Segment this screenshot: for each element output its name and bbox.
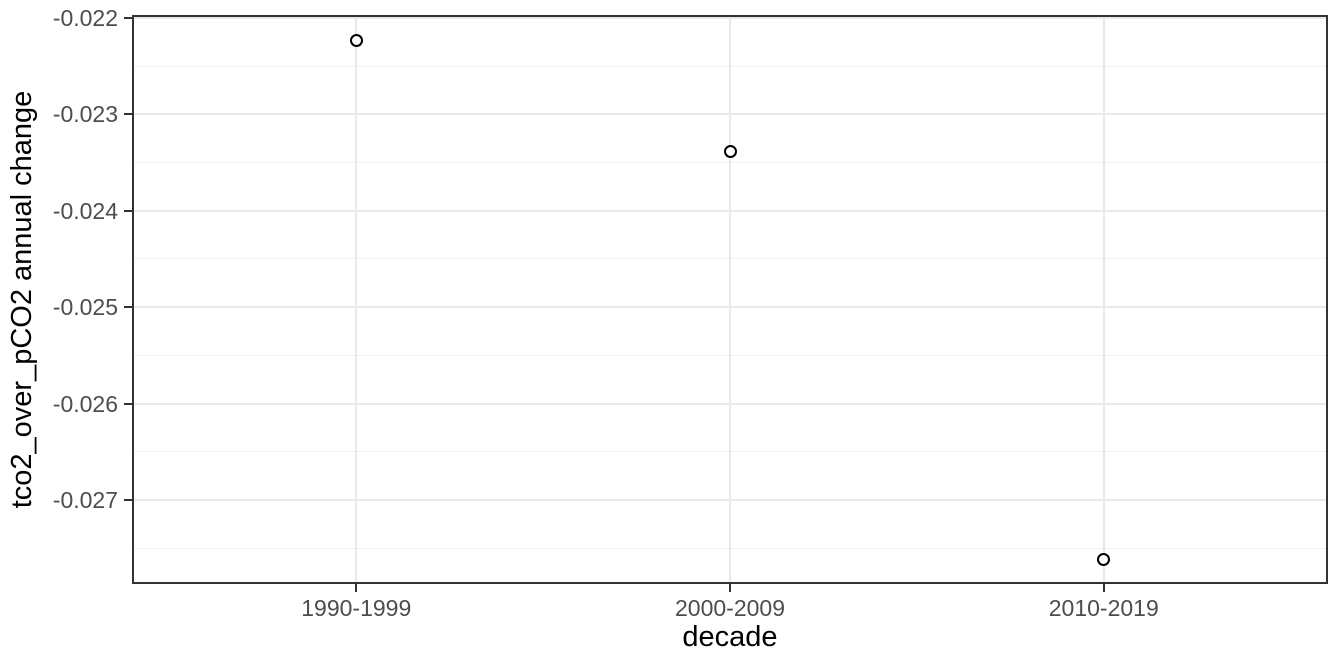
plot-panel	[132, 15, 1328, 584]
y-axis-tick	[124, 499, 132, 502]
gridline-major-vertical	[1102, 15, 1105, 584]
y-axis-tick	[124, 113, 132, 116]
x-axis-tick-label: 1990-1999	[301, 595, 412, 621]
data-point	[349, 33, 363, 47]
x-axis-tick-label: 2010-2019	[1048, 595, 1159, 621]
y-axis-tick	[124, 306, 132, 309]
y-axis-tick-label: -0.023	[52, 101, 118, 128]
y-axis-tick-label: -0.024	[52, 197, 118, 224]
y-axis-tick	[124, 402, 132, 405]
gridline-major-vertical	[355, 15, 358, 584]
y-axis-tick-label: -0.025	[52, 294, 118, 321]
x-axis-title: decade	[682, 621, 778, 653]
x-axis-tick	[729, 584, 731, 592]
x-axis-tick-label: 2000-2009	[675, 595, 785, 621]
data-point	[723, 145, 737, 159]
x-axis-tick	[355, 584, 358, 592]
y-axis-tick	[124, 209, 132, 212]
data-point	[1097, 553, 1111, 567]
x-axis-tick	[1102, 584, 1105, 592]
y-axis-tick	[124, 16, 132, 19]
gridline-major-vertical	[729, 15, 731, 584]
y-axis-tick-label: -0.027	[52, 487, 118, 514]
y-axis-tick-label: -0.026	[52, 390, 118, 417]
y-axis-tick-label: -0.022	[52, 4, 118, 31]
